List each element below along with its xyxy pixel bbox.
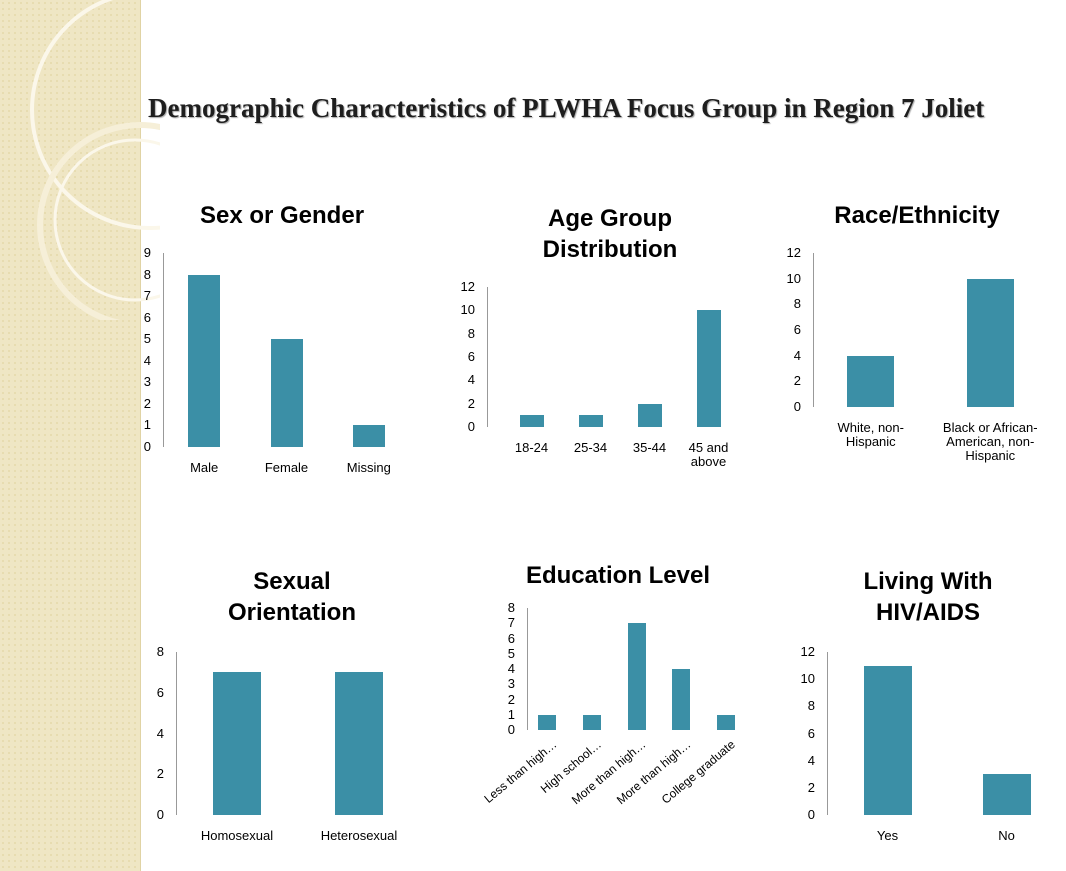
bar [578,415,603,427]
y-axis [827,652,828,815]
y-axis [487,287,488,427]
y-tick-label: 1 [507,706,515,722]
chart-title: Age Group Distribution [542,205,678,263]
y-tick-label: 4 [807,752,815,768]
y-tick-label: 2 [507,691,515,707]
bar [637,403,662,427]
y-tick-label: 4 [793,347,801,363]
y-axis [527,608,528,730]
y-tick-label: 12 [786,245,801,260]
decor-circles [30,0,160,320]
y-tick-label: 6 [467,349,475,364]
y-tick-label: 2 [793,373,801,389]
bar [863,665,912,815]
y-tick-label: 3 [507,676,515,692]
y-tick-label: 8 [507,600,515,615]
y-tick-label: 6 [507,630,515,646]
y-tick-label: 10 [800,671,815,687]
y-tick-label: 12 [800,644,815,659]
y-tick-label: 2 [467,395,475,411]
y-tick-label: 2 [807,779,815,795]
y-tick-label: 8 [143,266,151,282]
bar [847,355,895,407]
y-axis [163,253,164,447]
decor-circle [53,138,160,302]
y-tick-label: 7 [507,615,515,631]
bar [188,274,221,447]
y-tick-label: 7 [143,288,151,304]
y-tick-label: 8 [807,698,815,714]
bar [696,310,721,427]
x-tick-label: 25-34 [573,440,608,455]
y-tick-label: 12 [460,279,475,294]
y-tick-label: 4 [467,372,475,388]
x-tick-label: 35-44 [632,440,667,455]
x-tick-label: Yes [876,828,899,843]
y-tick-label: 9 [143,245,151,260]
decor-circle [37,122,160,320]
y-tick-label: 3 [143,374,151,390]
y-tick-label: 6 [807,725,815,741]
y-tick-label: 2 [156,766,164,782]
bar [270,339,303,447]
x-tick-label: White, non-Hispanic [837,420,904,449]
chart-title: Race/Ethnicity [834,202,1000,229]
x-tick-label: Homosexual [200,828,274,843]
bar [672,669,691,730]
bar [982,774,1031,815]
y-tick-label: 2 [143,395,151,411]
y-tick-label: 6 [143,309,151,325]
y-tick-label: 8 [467,325,475,341]
y-tick-label: 0 [156,807,164,822]
bar [213,672,261,815]
x-tick-label: 45 and above [688,440,729,469]
x-tick-label: Black or African-American, non-Hispanic [942,420,1038,463]
x-tick-label: Less than high… [481,737,560,806]
y-tick-label: 8 [793,296,801,312]
x-tick-label: Missing [346,460,391,475]
x-tick-label: No [998,828,1015,843]
decor-circle [30,0,160,230]
bar [538,714,557,730]
bar [627,623,646,730]
y-tick-label: 4 [507,661,515,676]
x-tick-label: 18-24 [514,440,549,455]
bar [519,415,544,427]
bar [352,425,385,447]
y-tick-label: 6 [793,322,801,337]
y-tick-label: 0 [793,399,801,414]
y-tick-label: 10 [460,302,475,318]
bar [335,672,383,815]
y-tick-label: 4 [156,725,164,741]
y-axis [176,652,177,815]
chart-title: Sex or Gender [199,202,365,229]
y-tick-label: 6 [156,684,164,700]
bar [582,714,601,730]
y-tick-label: 5 [143,331,151,347]
y-tick-label: 10 [786,270,801,286]
x-tick-label: Female [264,460,309,475]
y-tick-label: 8 [156,644,164,659]
slide-title: Demographic Characteristics of PLWHA Foc… [148,93,985,123]
chart-title: Living With HIV/AIDS [863,568,993,626]
decor-stripe [0,0,141,871]
y-tick-label: 1 [143,417,151,433]
y-tick-label: 0 [467,419,475,434]
bar [716,714,735,730]
y-tick-label: 0 [807,807,815,822]
y-tick-label: 0 [507,722,515,737]
y-tick-label: 0 [143,439,151,454]
x-tick-label: Male [190,460,219,475]
chart-title: Sexual Orientation [227,568,356,626]
x-tick-label: Heterosexual [320,828,398,843]
bar [966,278,1014,407]
y-tick-label: 5 [507,645,515,661]
y-tick-label: 4 [143,352,151,368]
chart-title: Education Level [525,562,711,589]
y-axis [813,253,814,407]
